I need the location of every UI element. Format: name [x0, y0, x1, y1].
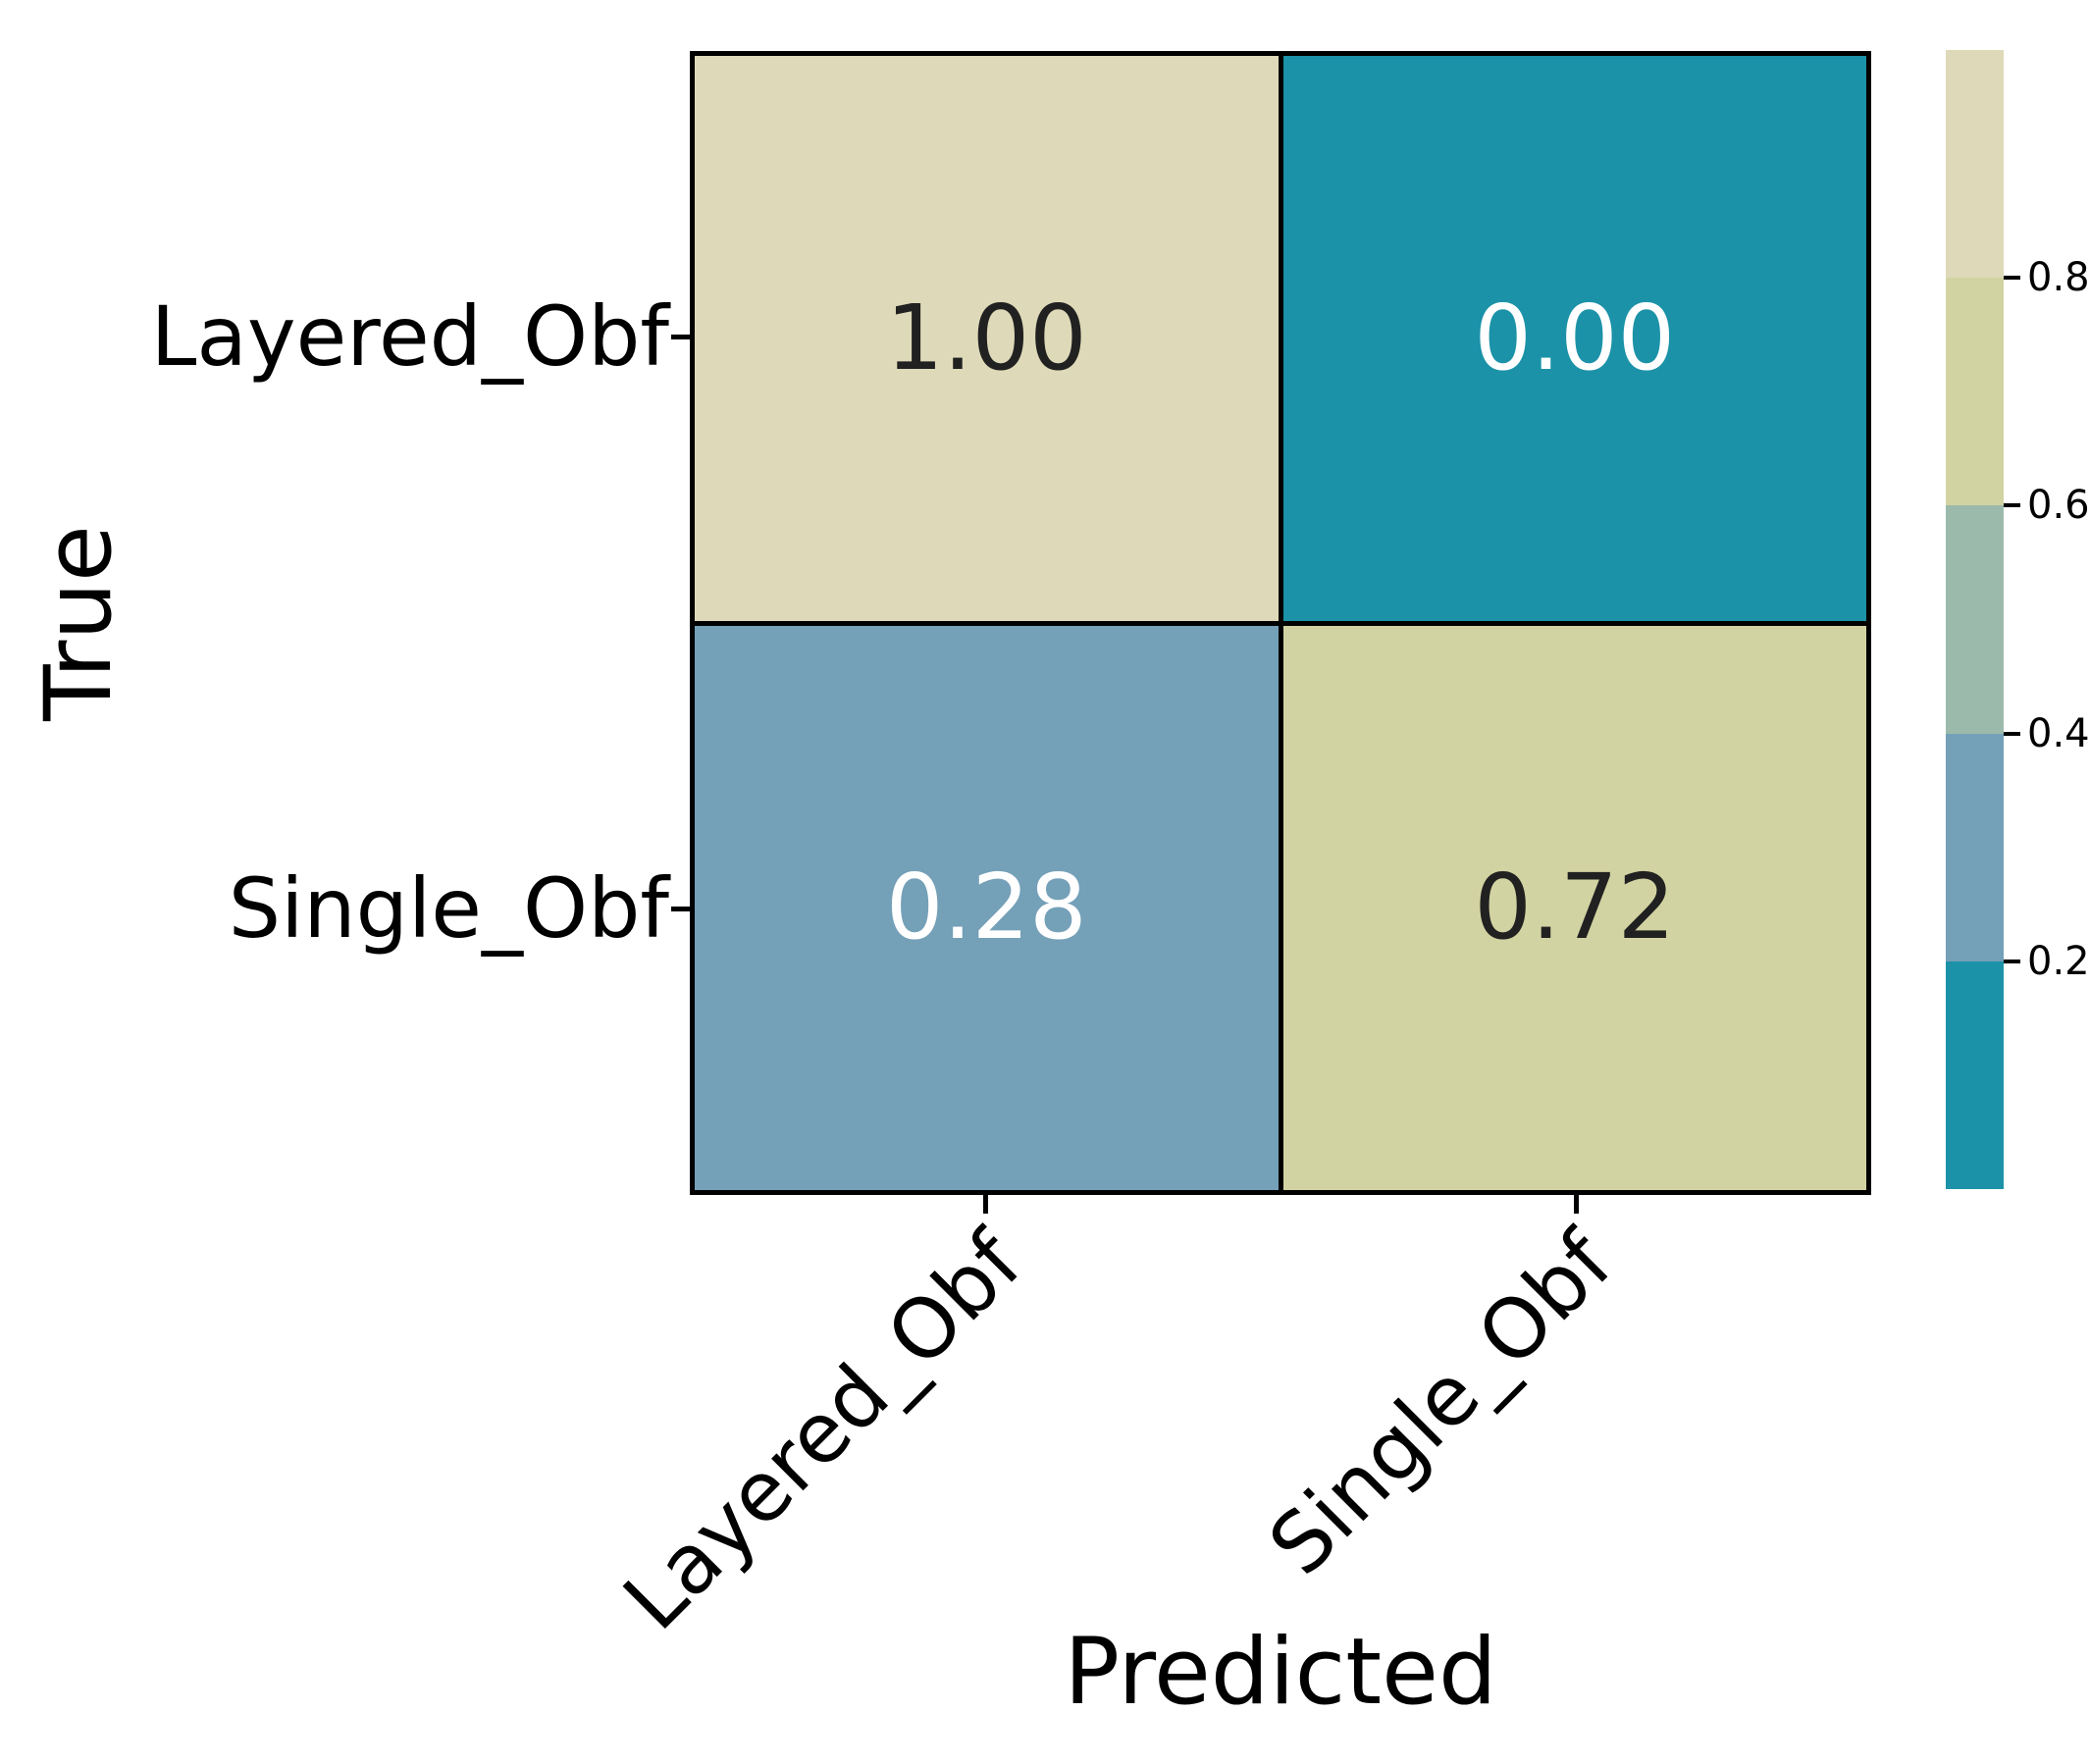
y-tick-label-layered-obf: Layered_Obf	[150, 288, 669, 385]
y-tick-label-single-obf: Single_Obf	[228, 860, 669, 957]
y-tick-mark	[671, 335, 690, 339]
colorbar-band-0.0-0.2	[1946, 960, 2004, 1189]
cell-value: 0.72	[1474, 855, 1676, 960]
colorbar-tick-label: 0.6	[2027, 483, 2090, 528]
colorbar-tick-mark	[2004, 732, 2020, 736]
colorbar-tick-label: 0.2	[2027, 939, 2090, 984]
heatmap-grid: 1.00 0.00 0.28 0.72	[690, 51, 1871, 1195]
y-axis-title: True	[26, 525, 132, 721]
colorbar-tick-label: 0.4	[2027, 711, 2090, 756]
x-tick-label-single-obf: Single_Obf	[1250, 1214, 1631, 1594]
colorbar-band-0.4-0.6	[1946, 505, 2004, 734]
cell-value: 0.00	[1474, 285, 1676, 390]
colorbar-band-0.6-0.8	[1946, 278, 2004, 506]
x-tick-mark	[1574, 1195, 1579, 1214]
heatmap-cell-r1c0: 0.28	[695, 625, 1279, 1190]
heatmap-cell-r0c1: 0.00	[1282, 56, 1866, 621]
heatmap-cell-r1c1: 0.72	[1282, 625, 1866, 1190]
colorbar	[1946, 49, 2004, 1189]
cell-value: 1.00	[885, 285, 1087, 390]
colorbar-tick-label: 0.8	[2027, 255, 2090, 300]
heatmap-cell-r0c0: 1.00	[695, 56, 1279, 621]
cell-value: 0.28	[885, 855, 1087, 960]
colorbar-tick-mark	[2004, 960, 2020, 963]
colorbar-tick-mark	[2004, 276, 2020, 280]
colorbar-band-0.8-1.0	[1946, 49, 2004, 279]
y-tick-mark	[671, 907, 690, 911]
colorbar-tick-mark	[2004, 503, 2020, 507]
x-tick-label-layered-obf: Layered_Obf	[604, 1214, 1040, 1648]
x-tick-mark	[983, 1195, 988, 1214]
colorbar-band-0.2-0.4	[1946, 733, 2004, 961]
x-axis-title: Predicted	[1064, 1619, 1497, 1726]
